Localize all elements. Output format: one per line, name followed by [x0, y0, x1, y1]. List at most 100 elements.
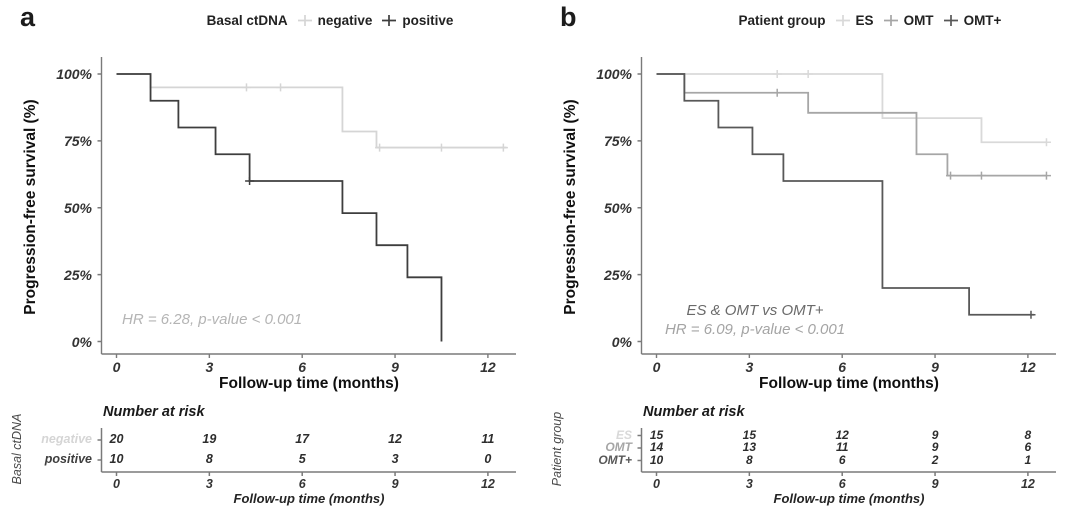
risk-value: 13	[742, 440, 757, 454]
risk-value: 9	[931, 440, 939, 454]
risk-x-tick-label: 0	[113, 476, 120, 491]
censor-marks-OMT	[772, 88, 1051, 180]
risk-x-tick-label: 6	[838, 476, 846, 491]
risk-value: 11	[835, 440, 849, 454]
panel-b: b Patient group ES OMT OMT+ Progression-fr…	[540, 0, 1080, 526]
censor-marks-OMT+	[1026, 310, 1036, 319]
legend-items: negative positive	[297, 13, 453, 28]
legend-item-OMT+: OMT+	[943, 13, 1002, 28]
x-axis-title: Follow-up time (months)	[219, 375, 399, 392]
risk-value: 8	[205, 452, 213, 466]
legend-item-OMT: OMT	[883, 13, 934, 28]
risk-value: 12	[388, 432, 402, 446]
comparison-annotation: ES & OMT vs OMT+	[686, 302, 824, 319]
risk-value: 11	[481, 432, 495, 446]
legend-title: Patient group	[738, 13, 826, 28]
risk-value: 5	[298, 452, 306, 466]
risk-value: 9	[931, 427, 939, 442]
risk-x-tick-label: 3	[205, 476, 213, 491]
censor-marks-negative	[241, 83, 508, 152]
risk-group-axis-label: Basal ctDNA	[10, 413, 24, 485]
risk-value: 6	[838, 452, 846, 467]
y-tick-label: 50%	[603, 199, 632, 216]
censor-plus-icon	[297, 15, 312, 26]
legend-item-label: positive	[402, 13, 454, 28]
risk-value: 10	[649, 452, 664, 467]
hr-annotation: HR = 6.28, p-value < 0.001	[122, 311, 303, 328]
risk-value: 3	[391, 452, 399, 466]
censor-marks-ES	[772, 70, 1051, 147]
panel-letter: b	[560, 2, 577, 32]
legend-item-positive: positive	[381, 13, 453, 28]
y-tick-label: 50%	[63, 199, 92, 216]
y-tick-label: 25%	[63, 266, 92, 283]
risk-table-axes	[97, 428, 516, 476]
censor-marks-positive	[245, 177, 255, 185]
censor-plus-icon	[943, 15, 958, 26]
risk-value: 8	[746, 452, 753, 467]
y-tick-label: 0%	[611, 333, 632, 350]
legend-item-negative: negative	[297, 13, 373, 28]
risk-x-axis-label: Follow-up time (months)	[773, 491, 925, 506]
x-tick-label: 0	[652, 358, 661, 375]
x-tick-label: 3	[205, 358, 214, 375]
y-tick-label: 0%	[71, 333, 92, 350]
risk-value: 2	[931, 452, 939, 467]
risk-value: 17	[295, 432, 310, 446]
x-tick-label: 0	[112, 358, 121, 375]
risk-x-tick-label: 9	[391, 476, 399, 491]
risk-x-tick-label: 9	[931, 476, 939, 491]
risk-value: 12	[835, 427, 849, 442]
risk-value: 6	[1024, 440, 1032, 454]
hr-annotation: HR = 6.09, p-value < 0.001	[664, 321, 846, 338]
risk-row-label: positive	[44, 452, 92, 466]
legend: Basal ctDNA negative positive	[100, 13, 560, 28]
risk-value: 8	[1024, 427, 1032, 442]
x-axis-title: Follow-up time (months)	[759, 375, 939, 392]
panel-a: a Basal ctDNA negative positive Progressi…	[10, 2, 516, 506]
risk-value: 20	[109, 432, 124, 446]
km-plot	[97, 57, 516, 476]
plot-axes	[97, 57, 516, 358]
legend-items: ES OMT OMT+	[835, 13, 1002, 28]
legend: Patient group ES OMT OMT+	[640, 13, 1080, 28]
risk-row-label: negative	[41, 432, 92, 446]
y-tick-label: 75%	[603, 132, 632, 149]
risk-row-label: ES	[615, 427, 632, 442]
legend-title: Basal ctDNA	[206, 13, 288, 28]
legend-item-label: negative	[317, 13, 373, 28]
risk-x-tick-label: 0	[653, 476, 660, 491]
legend-item-label: OMT	[903, 13, 934, 28]
censor-plus-icon	[835, 15, 850, 26]
x-tick-label: 9	[391, 358, 399, 375]
panel-letter: a	[20, 2, 36, 32]
km-curve-OMT+	[656, 73, 1035, 316]
km-curve-positive	[116, 73, 443, 342]
risk-value: 1	[1024, 452, 1032, 467]
risk-value: 19	[202, 432, 217, 446]
risk-x-tick-label: 12	[1020, 476, 1035, 491]
risk-x-axis-label: Follow-up time (months)	[233, 491, 385, 506]
y-tick-label: 100%	[56, 66, 92, 82]
risk-value: 15	[649, 427, 664, 442]
km-curve-ES	[656, 73, 1047, 144]
y-tick-label: 25%	[603, 266, 632, 283]
x-tick-label: 6	[298, 358, 307, 375]
risk-x-tick-label: 3	[745, 476, 753, 491]
y-tick-label: 75%	[63, 132, 92, 149]
km-curve-OMT	[656, 73, 1047, 177]
risk-x-tick-label: 6	[298, 476, 306, 491]
km-curve-negative	[116, 73, 507, 149]
legend-item-label: OMT+	[963, 13, 1002, 28]
x-tick-label: 12	[1020, 358, 1036, 375]
risk-table-title: Number at risk	[643, 404, 745, 420]
risk-row-label: OMT+	[598, 452, 632, 467]
risk-table-axes	[637, 428, 1056, 476]
x-tick-label: 12	[480, 358, 496, 375]
risk-value: 15	[742, 427, 757, 442]
plot-axes	[637, 57, 1056, 358]
censor-plus-icon	[382, 15, 397, 26]
legend-item-ES: ES	[835, 13, 874, 28]
x-tick-label: 9	[931, 358, 939, 375]
risk-table-title: Number at risk	[103, 404, 205, 420]
